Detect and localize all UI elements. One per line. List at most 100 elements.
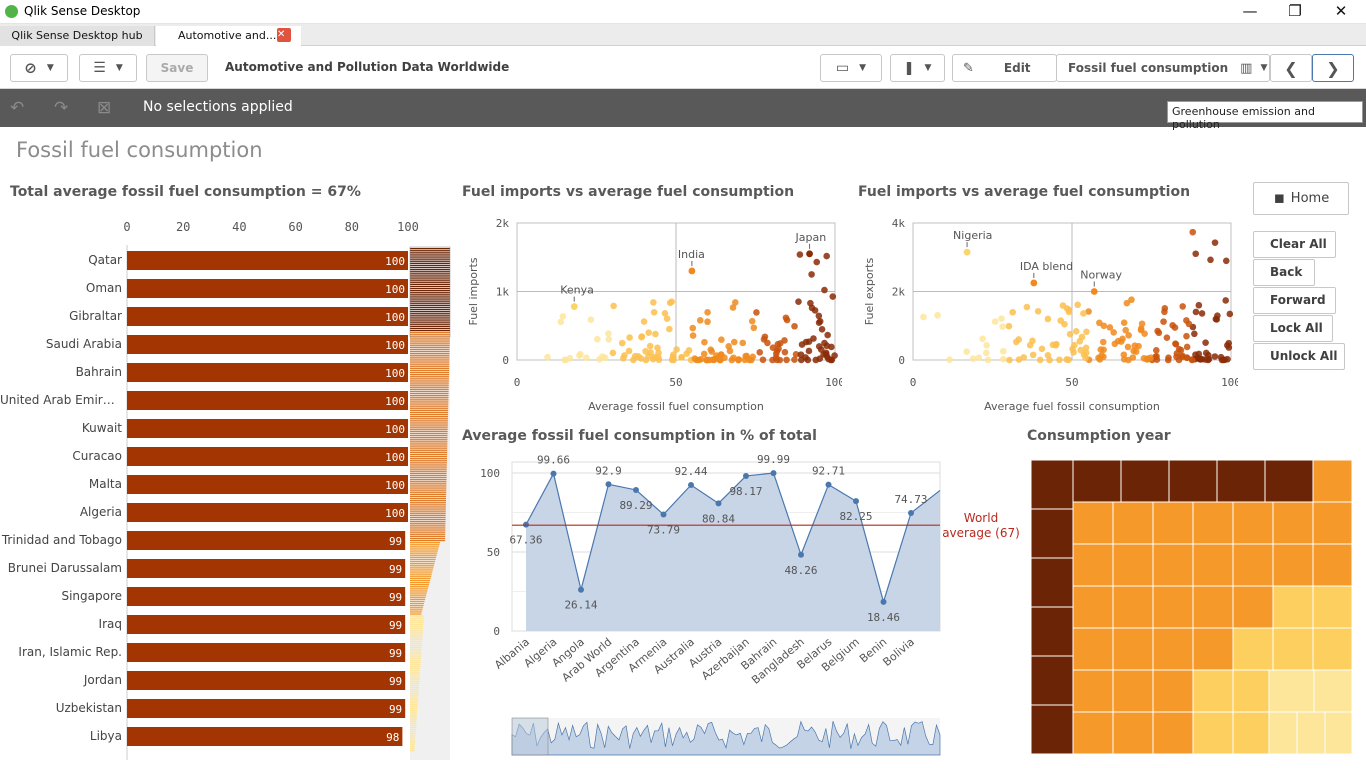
- minichart-bar: [410, 306, 450, 309]
- bar-category-label[interactable]: Kuwait: [81, 421, 122, 435]
- home-button[interactable]: ◼ Home: [1253, 182, 1349, 215]
- minichart-bar: [410, 384, 449, 386]
- scatter-point: [749, 353, 757, 361]
- minichart-bar: [410, 647, 422, 649]
- scatter-point: [566, 354, 574, 362]
- bar-category-label[interactable]: Oman: [85, 281, 122, 295]
- bar-category-label[interactable]: United Arab Emirat...: [0, 393, 122, 407]
- y-tick-label: 0: [493, 625, 500, 638]
- present-button[interactable]: ▭ ▼: [820, 54, 882, 82]
- treemap-cell: [1192, 543, 1234, 587]
- scatter-point: [730, 338, 738, 346]
- close-tab-icon[interactable]: ✕: [277, 28, 291, 42]
- scatter-point: [697, 356, 705, 363]
- minichart-bar: [410, 374, 449, 376]
- next-sheet-button[interactable]: ❯: [1312, 54, 1354, 82]
- minichart-bar: [410, 745, 415, 747]
- clear-selections-icon[interactable]: ⊠: [97, 98, 112, 118]
- scatter-point: [983, 341, 990, 349]
- step-forward-icon[interactable]: ↷: [54, 98, 69, 118]
- bar-value-label: 99: [389, 535, 402, 548]
- minichart-bar: [410, 714, 417, 716]
- previous-sheet-button[interactable]: ❮: [1270, 54, 1312, 82]
- scatter-point: [782, 314, 790, 322]
- scatter-point: [999, 323, 1006, 330]
- global-menu-button[interactable]: ☰ ▼: [79, 54, 137, 82]
- minichart-bar: [410, 489, 447, 491]
- bar-category-label[interactable]: Brunei Darussalam: [7, 561, 122, 575]
- scatter-point: [1122, 326, 1129, 334]
- treemap-chart[interactable]: [1031, 460, 1352, 754]
- bar-category-label[interactable]: Algeria: [79, 505, 122, 519]
- annotated-point: [1090, 288, 1098, 295]
- minichart-bar: [410, 405, 449, 407]
- treemap-cell: [1031, 655, 1074, 706]
- bar-category-label[interactable]: Bahrain: [75, 365, 122, 379]
- line-point: [825, 481, 832, 488]
- sheet-selector[interactable]: Fossil fuel consumption ▥ ▼: [1056, 54, 1270, 82]
- tab-hub[interactable]: Qlik Sense Desktop hub: [0, 26, 155, 46]
- tab-app[interactable]: Automotive and... ✕: [156, 26, 301, 46]
- bar-category-label[interactable]: Jordan: [83, 673, 122, 687]
- forward-button[interactable]: Forward: [1253, 287, 1336, 314]
- scatter-point: [1179, 352, 1186, 359]
- line-point: [550, 470, 557, 477]
- linechart-title: Average fossil fuel consumption in % of …: [462, 428, 817, 444]
- maximize-button[interactable]: ❐: [1288, 2, 1302, 20]
- bar-category-label[interactable]: Singapore: [61, 589, 122, 603]
- bar-category-label[interactable]: Saudi Arabia: [45, 337, 122, 351]
- minichart-bar: [410, 298, 450, 300]
- bar-category-label[interactable]: Trinidad and Tobago: [1, 533, 122, 547]
- scatter-point: [991, 318, 999, 325]
- scatter-point: [703, 356, 710, 364]
- bar-category-label[interactable]: Libya: [89, 729, 122, 743]
- chevron-down-icon: ▼: [115, 63, 123, 73]
- clear-all-button[interactable]: Clear All: [1253, 231, 1336, 258]
- scatter-chart-exports[interactable]: 4k 2k 00 50 100 Fuel exports Average fuel foss…: [858, 210, 1238, 420]
- edit-button[interactable]: ✎ Edit: [952, 54, 1057, 82]
- save-button[interactable]: Save: [146, 54, 208, 82]
- minichart-bar: [410, 441, 448, 443]
- minichart-bar: [410, 287, 450, 290]
- navigation-menu-button[interactable]: ⊘ ▼: [10, 54, 68, 82]
- chevron-down-icon: ▼: [1260, 63, 1268, 73]
- minichart-bar: [410, 346, 450, 348]
- scatter-point: [716, 356, 724, 364]
- scatter-point: [1078, 333, 1086, 341]
- scatter-point: [609, 349, 617, 357]
- bar-category-label[interactable]: Uzbekistan: [55, 701, 122, 715]
- step-back-icon[interactable]: ↶: [10, 98, 25, 118]
- minimize-button[interactable]: —: [1242, 2, 1258, 20]
- minichart-bar: [410, 510, 446, 512]
- back-button[interactable]: Back: [1253, 259, 1315, 286]
- bar-category-label[interactable]: Qatar: [88, 253, 122, 267]
- scatter-point: [652, 330, 659, 338]
- scatter-point: [946, 356, 953, 363]
- bar-axis-tick: 60: [288, 220, 303, 234]
- close-window-button[interactable]: ✕: [1334, 2, 1348, 20]
- scatter-chart-imports[interactable]: 2k 1k 00 50 100 Fuel imports Average fossil fu…: [462, 210, 842, 420]
- minichart-bar: [410, 607, 423, 609]
- lock-all-button[interactable]: Lock All: [1253, 315, 1333, 342]
- bar-category-label[interactable]: Malta: [88, 477, 122, 491]
- minichart-bar: [410, 542, 440, 544]
- scatter-point: [781, 337, 788, 344]
- bar-category-label[interactable]: Iraq: [98, 617, 122, 631]
- bar-chart[interactable]: 0 20 40 60 80 100 100 100 100 100 100 100 100 100 100 1…: [0, 215, 455, 760]
- scatter-point: [776, 356, 784, 364]
- treemap-cell: [1072, 501, 1114, 545]
- treemap-cell: [1112, 627, 1154, 671]
- bar-category-label[interactable]: Curacao: [72, 449, 122, 463]
- scatter-point: [756, 349, 764, 356]
- treemap-cell: [1272, 627, 1314, 671]
- bookmarks-button[interactable]: ❚ ▼: [890, 54, 945, 82]
- bar-category-label[interactable]: Iran, Islamic Rep.: [18, 645, 122, 659]
- bar-category-label[interactable]: Gibraltar: [69, 309, 122, 323]
- minichart-bar: [410, 407, 449, 409]
- minichart-bar: [410, 651, 422, 653]
- minichart-bar: [410, 277, 450, 279]
- treemap-cell: [1312, 543, 1352, 587]
- x-tick-label: 100: [1221, 376, 1238, 389]
- unlock-all-button[interactable]: Unlock All: [1253, 343, 1345, 370]
